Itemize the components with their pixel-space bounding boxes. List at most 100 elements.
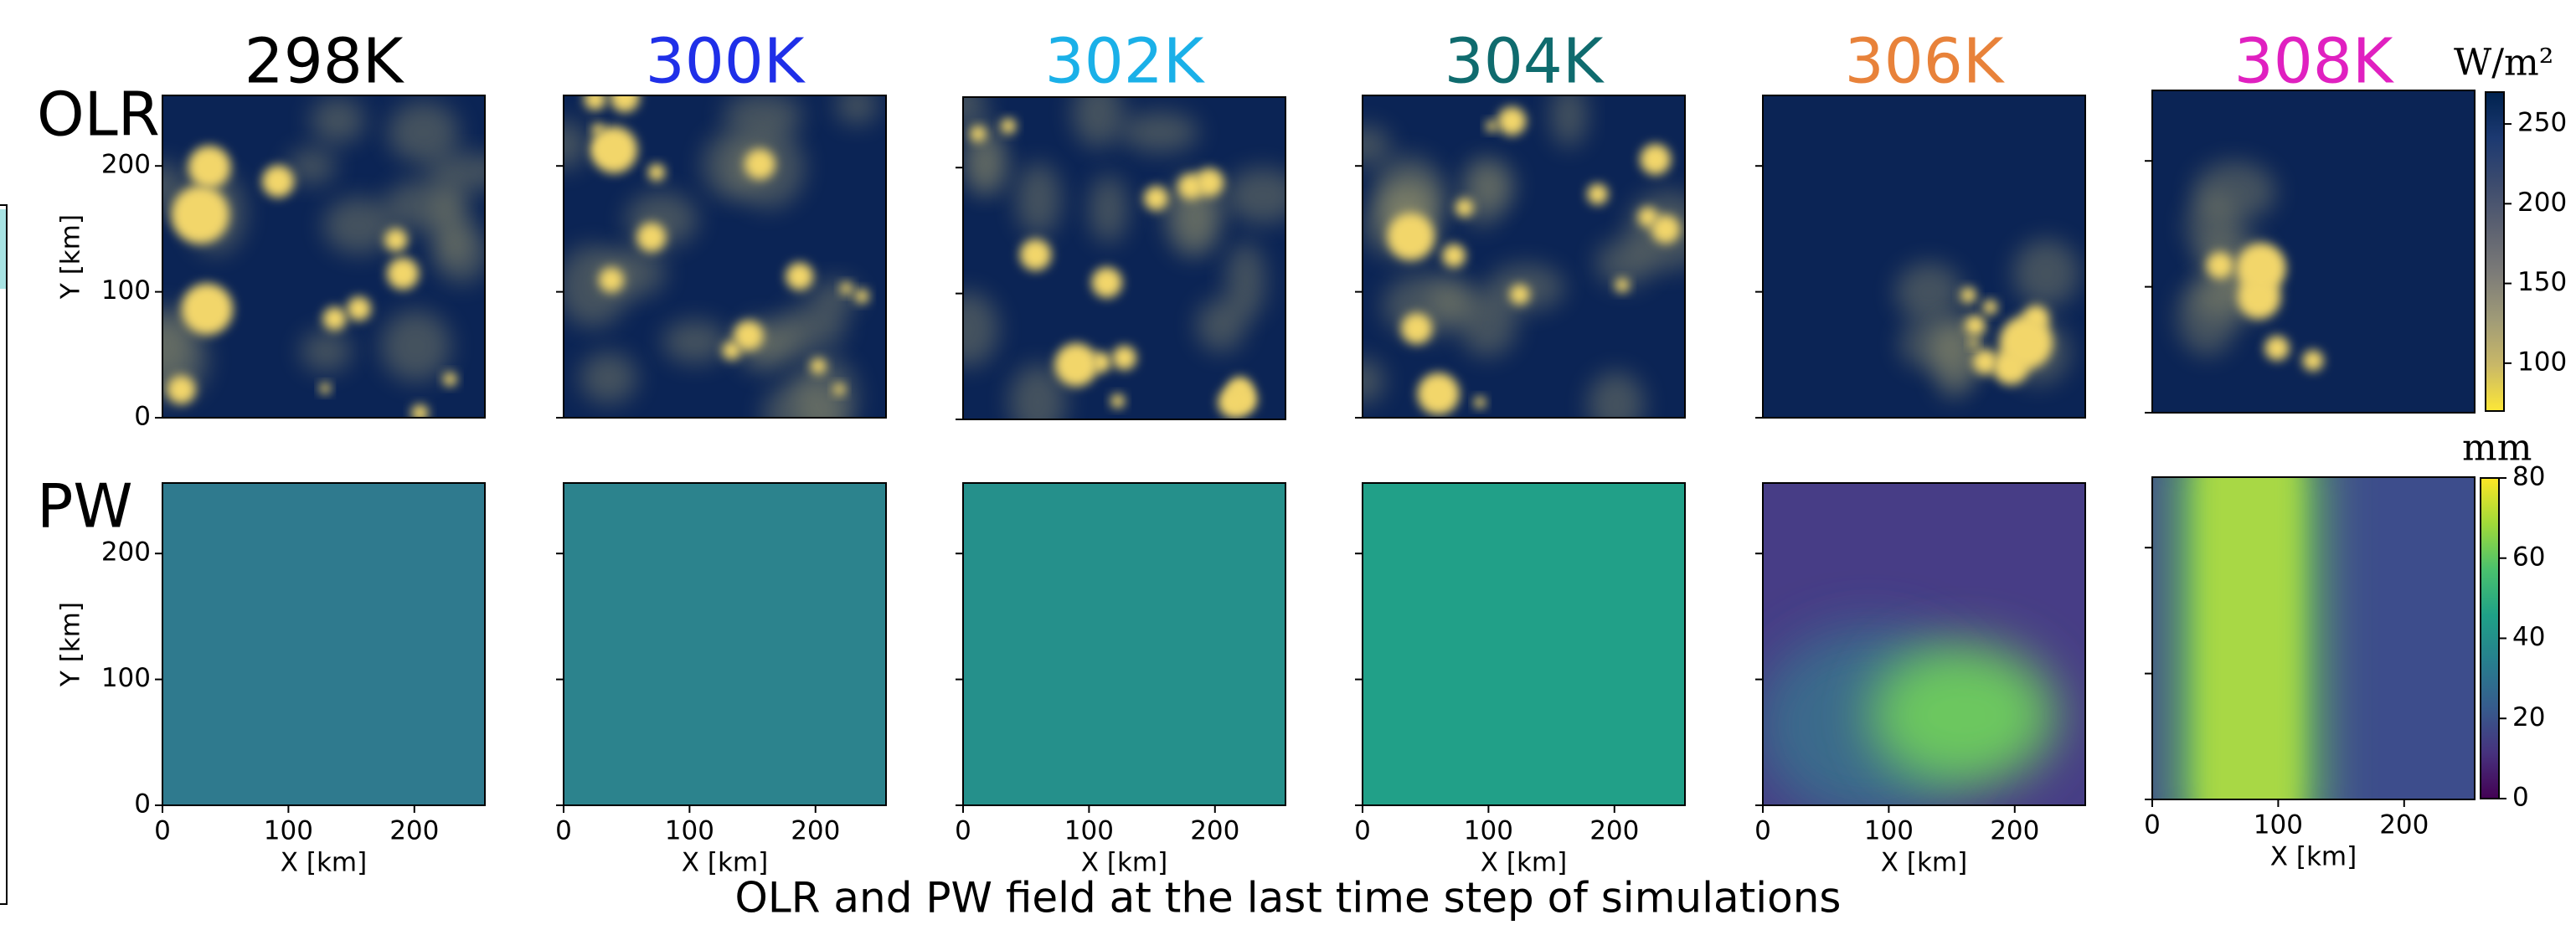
field-image: [938, 79, 1300, 439]
cloud: [833, 383, 845, 395]
colorbar-tick-label: 100: [2517, 347, 2567, 377]
cloud: [443, 373, 457, 387]
cloud: [1387, 213, 1434, 260]
cloud: [596, 140, 614, 157]
cloud: [1497, 107, 1526, 136]
cloud: [262, 165, 294, 197]
cloud: [648, 164, 665, 181]
cloud: [1090, 352, 1110, 373]
cloud: [1001, 118, 1017, 134]
cloud: [611, 83, 640, 112]
cloud: [1144, 186, 1168, 210]
colorbar-tick-label: 60: [2512, 542, 2545, 572]
x-tick-label: 0: [154, 816, 171, 846]
x-tick-label: 100: [665, 816, 714, 846]
field-background: [1363, 483, 1685, 805]
x-tick-label: 100: [264, 816, 313, 846]
cloud: [1442, 244, 1466, 267]
colorbar-tick-label: 150: [2517, 267, 2567, 297]
cloud: [1969, 338, 1979, 348]
x-axis-label: X [km]: [682, 848, 768, 878]
cloud: [584, 88, 605, 110]
cloud: [840, 282, 853, 295]
cloud: [1486, 121, 1497, 132]
field-background: [162, 483, 485, 805]
column-title: 306K: [1845, 26, 2006, 98]
y-tick-label: 100: [101, 663, 151, 693]
cloud: [347, 296, 371, 321]
cloud: [1195, 168, 1224, 197]
figure: OLR and PW field at the last time step o…: [0, 0, 2576, 925]
moist-region: [2197, 444, 2300, 833]
x-tick-label: 200: [1589, 816, 1639, 846]
field-image: [1763, 95, 2085, 418]
cloud-haze: [1458, 291, 1517, 357]
cloud: [1474, 397, 1486, 409]
cloud: [320, 383, 331, 393]
cloud-haze: [2013, 239, 2079, 307]
cropped-legend-frame: [0, 205, 7, 904]
cloud: [2023, 306, 2049, 331]
cloud-haze: [938, 291, 998, 366]
column-title: 302K: [1045, 26, 1206, 98]
x-tick-label: 100: [1064, 816, 1114, 846]
cloud: [2302, 350, 2323, 371]
cloud: [2236, 243, 2285, 292]
field-image: [127, 95, 511, 421]
x-axis-label: X [km]: [1081, 848, 1167, 878]
x-axis-label: X [km]: [2270, 842, 2357, 872]
cloud-haze: [1197, 299, 1245, 352]
x-tick-label: 0: [2144, 810, 2161, 840]
cloud-haze: [323, 198, 394, 254]
cloud-haze: [1588, 372, 1644, 437]
cloud-haze: [836, 86, 878, 124]
colorbar-tick-label: 40: [2512, 622, 2545, 652]
column-title: 308K: [2234, 26, 2395, 98]
cloud: [1418, 373, 1460, 414]
y-tick-label: 0: [134, 789, 151, 820]
field-image: [2152, 90, 2475, 413]
row-label: PW: [37, 471, 133, 542]
y-tick-label: 0: [134, 402, 151, 432]
cloud: [2207, 252, 2233, 279]
cloud: [181, 283, 233, 335]
field-image: [1342, 84, 1709, 437]
field-background: [963, 483, 1285, 805]
cloud: [1640, 144, 1671, 175]
cloud-haze: [812, 280, 858, 315]
cloud: [411, 404, 428, 421]
cloud: [599, 268, 624, 293]
colorbar: [2481, 478, 2499, 799]
field-image: [564, 483, 886, 805]
cloud: [387, 258, 419, 290]
cloud: [855, 289, 869, 303]
cloud: [1112, 346, 1136, 370]
cloud: [384, 229, 408, 252]
field-image: [540, 83, 886, 447]
column-title: 300K: [646, 26, 806, 98]
cloud-haze: [381, 311, 451, 382]
cloud-haze: [970, 138, 1008, 193]
cloud: [1982, 300, 1997, 315]
x-tick-label: 0: [1354, 816, 1371, 846]
cloud-haze: [2193, 162, 2276, 222]
cloud: [1455, 198, 1474, 217]
colorbar-unit: mm: [2462, 427, 2532, 470]
x-axis-label: X [km]: [281, 848, 367, 878]
cloud-haze: [1896, 263, 1963, 322]
cloud: [1510, 285, 1530, 305]
cloud: [734, 321, 764, 351]
cloud-haze: [662, 321, 727, 363]
y-tick-label: 200: [101, 537, 151, 568]
cloud: [1965, 316, 1986, 337]
moist-region: [1869, 645, 2056, 786]
cloud: [1110, 394, 1125, 409]
x-tick-label: 0: [1754, 816, 1771, 846]
cloud: [1020, 239, 1052, 271]
cloud: [188, 146, 230, 188]
field-background: [564, 483, 886, 805]
cloud: [744, 149, 775, 180]
cloud-haze: [2177, 278, 2237, 355]
y-tick-label: 200: [101, 150, 151, 180]
cloud-haze: [1121, 112, 1198, 152]
